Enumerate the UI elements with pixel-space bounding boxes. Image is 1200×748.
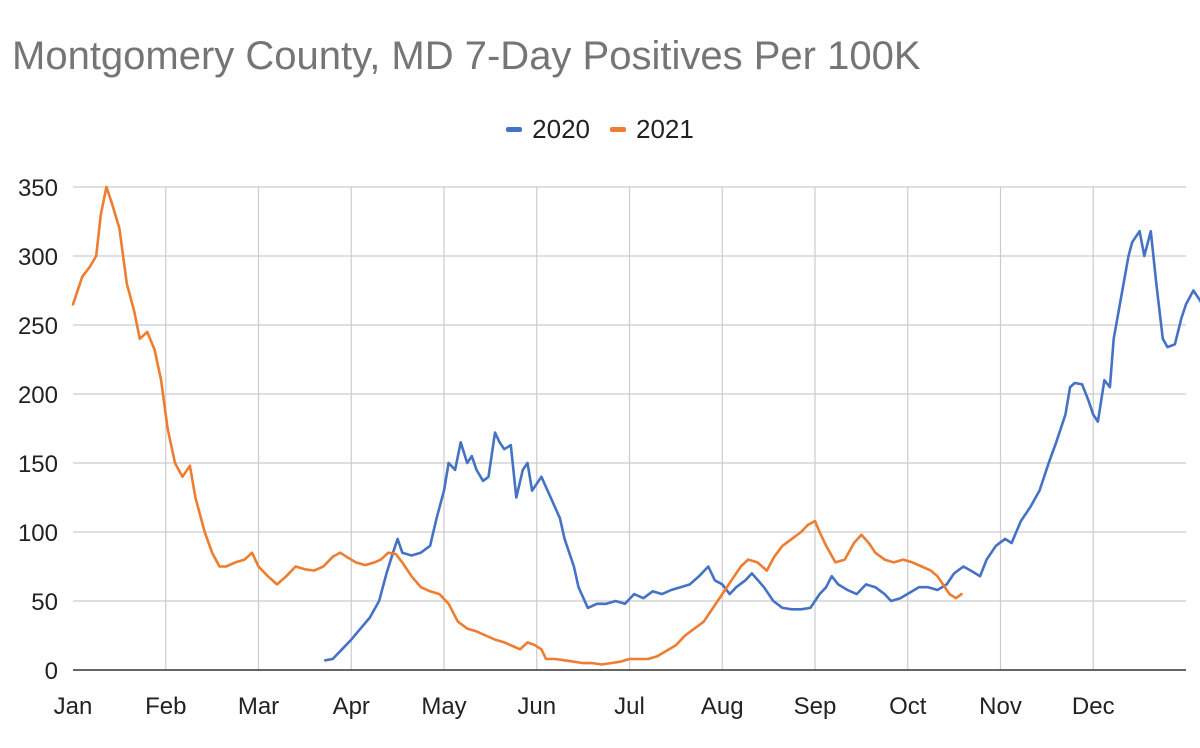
y-tick-label-150: 150	[18, 451, 58, 478]
y-tick-label-50: 50	[31, 589, 58, 616]
legend-swatch-2020	[506, 127, 523, 132]
x-tick-label-mar: Mar	[238, 693, 279, 720]
x-tick-label-nov: Nov	[979, 693, 1022, 720]
legend-swatch-2021	[610, 127, 626, 132]
y-tick-label-300: 300	[18, 244, 58, 271]
x-tick-label-jan: Jan	[54, 693, 93, 720]
y-tick-label-250: 250	[18, 313, 58, 340]
x-tick-label-may: May	[421, 693, 466, 720]
series-line-2021	[71, 185, 963, 666]
x-tick-label-dec: Dec	[1072, 693, 1115, 720]
y-tick-label-0: 0	[45, 658, 58, 685]
y-tick-label-350: 350	[18, 175, 58, 202]
x-tick-label-jul: Jul	[614, 693, 645, 720]
legend-label-2020: 2020	[532, 114, 590, 144]
legend-label-2021: 2021	[636, 114, 694, 144]
x-tick-label-oct: Oct	[889, 693, 927, 720]
legend-item-2021[interactable]: 2021	[610, 114, 694, 145]
legend: 2020 2021	[0, 114, 1200, 145]
x-tick-label-apr: Apr	[333, 693, 370, 720]
series-line-2020	[324, 229, 1200, 662]
chart-title: Montgomery County, MD 7-Day Positives Pe…	[12, 34, 921, 78]
y-tick-label-100: 100	[18, 520, 58, 547]
legend-item-2020[interactable]: 2020	[506, 114, 590, 145]
x-tick-label-sep: Sep	[794, 693, 837, 720]
y-tick-label-200: 200	[18, 382, 58, 409]
x-tick-label-aug: Aug	[701, 693, 744, 720]
x-tick-label-jun: Jun	[517, 693, 556, 720]
x-tick-label-feb: Feb	[145, 693, 186, 720]
